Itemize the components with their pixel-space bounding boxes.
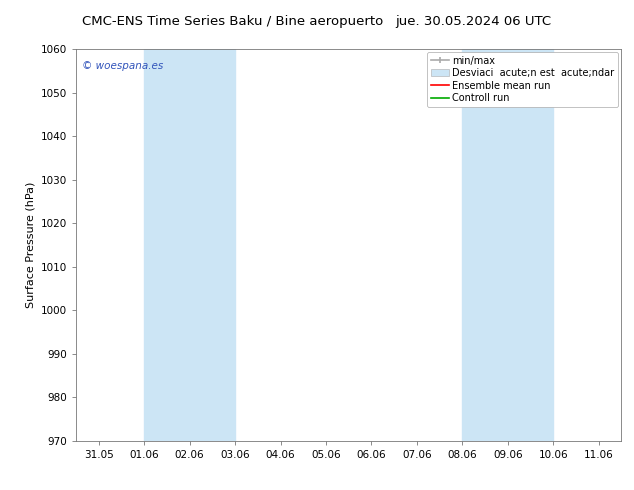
Legend: min/max, Desviaci  acute;n est  acute;ndar, Ensemble mean run, Controll run: min/max, Desviaci acute;n est acute;ndar… [427,52,618,107]
Y-axis label: Surface Pressure (hPa): Surface Pressure (hPa) [25,182,36,308]
Bar [462,49,553,441]
Text: © woespana.es: © woespana.es [82,61,163,71]
Bar [144,49,235,441]
Text: jue. 30.05.2024 06 UTC: jue. 30.05.2024 06 UTC [396,15,552,28]
Text: CMC-ENS Time Series Baku / Bine aeropuerto: CMC-ENS Time Series Baku / Bine aeropuer… [82,15,384,28]
